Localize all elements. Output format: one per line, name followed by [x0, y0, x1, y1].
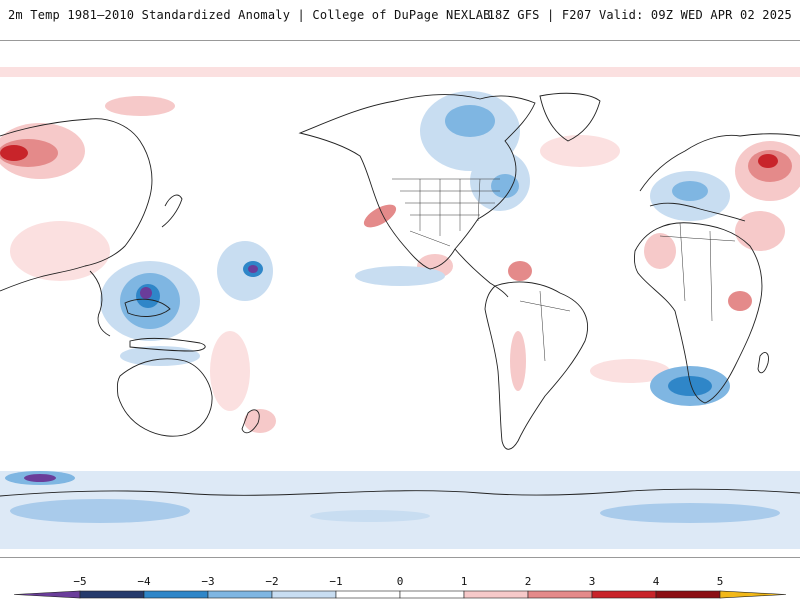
north-america-coastline — [298, 94, 536, 270]
warm-patch-south-atlantic — [590, 359, 670, 383]
madagascar-coastline — [757, 352, 769, 374]
legend-segment-6 — [463, 590, 529, 599]
legend-tick-label: 1 — [461, 575, 468, 588]
legend-segment-3 — [271, 590, 337, 599]
warm-patch-baja — [363, 204, 397, 228]
cold-patch-hudson — [445, 105, 495, 137]
south-america-borders — [519, 290, 571, 362]
legend-segment-8 — [591, 590, 657, 599]
legend-segment-1 — [143, 590, 209, 599]
legend-segment-5 — [399, 590, 465, 599]
greenland-coastline — [539, 92, 601, 142]
mediterranean-coastline — [649, 202, 746, 222]
cold-patch-antarctica-west — [10, 499, 190, 523]
australia-coastline — [116, 358, 213, 437]
legend-tick-label: −5 — [73, 575, 86, 588]
color-scale-legend: −5 −4 −3 −2 −1 0 1 2 3 4 5 — [0, 565, 800, 600]
asia-coastline — [0, 118, 153, 292]
cold-patch-antarctica-east — [600, 503, 780, 523]
legend-tick-label: −2 — [265, 575, 278, 588]
warm-patch-siberia-peak — [0, 145, 28, 161]
cold-patch-australia — [120, 346, 200, 366]
warm-patch-venezuela — [508, 261, 532, 281]
legend-tick-label: −4 — [137, 575, 151, 588]
borneo-coastline — [124, 298, 171, 317]
cold-patch-east-pacific — [355, 266, 445, 286]
legend-tick-label: 5 — [717, 575, 724, 588]
cold-anomaly-shading — [0, 91, 800, 549]
legend-tick-label: 3 — [589, 575, 596, 588]
legend-segment-7 — [527, 590, 593, 599]
indochina-coastline — [89, 270, 111, 337]
cold-patch-south-africa-core — [668, 376, 712, 396]
legend-arrow-above-max — [719, 590, 787, 599]
us-state-lines-vertical — [419, 178, 481, 236]
legend-segment-4 — [335, 590, 401, 599]
legend-tick-label: 4 — [653, 575, 660, 588]
arctic-warm-band — [0, 67, 800, 77]
warm-patch-arctic — [105, 96, 175, 116]
warm-patch-north-atlantic — [540, 135, 620, 167]
cold-patch-weddell — [310, 510, 430, 522]
warm-patch-russia-peak — [758, 154, 778, 168]
legend-tick-label: −1 — [329, 575, 342, 588]
legend-segment-9 — [655, 590, 721, 599]
warm-patch-tasman — [210, 331, 250, 411]
cold-patch-europe-core — [672, 181, 708, 201]
map-canvas — [0, 41, 800, 557]
cold-patch-northeast-us-core — [491, 174, 519, 198]
legend-tick-label: −3 — [201, 575, 214, 588]
warm-patch-andes — [510, 331, 526, 391]
legend-canvas: −5 −4 −3 −2 −1 0 1 2 3 4 5 — [13, 575, 787, 599]
legend-tick-labels: −5 −4 −3 −2 −1 0 1 2 3 4 5 — [73, 575, 723, 588]
warm-patch-west-africa — [644, 233, 676, 269]
warm-anomaly-shading — [0, 67, 800, 502]
cold-patch-ross-peak — [24, 474, 56, 482]
new-zealand-coastline — [241, 409, 260, 434]
cold-patch-west-pacific-peak — [248, 265, 258, 273]
model-run-info: 18Z GFS | F207 Valid: 09Z WED APR 02 202… — [487, 8, 792, 22]
coastlines — [0, 92, 800, 497]
anomaly-map[interactable] — [0, 40, 800, 558]
legend-tick-label: 0 — [397, 575, 404, 588]
warm-patch-east-africa — [728, 291, 752, 311]
europe-coastline — [639, 133, 800, 192]
warm-patch-middle-east — [735, 211, 785, 251]
legend-arrow-below-min — [13, 590, 81, 599]
africa-borders — [659, 222, 736, 322]
antarctica-coastline — [0, 488, 800, 497]
legend-segment-2 — [207, 590, 273, 599]
central-america-coastline — [454, 248, 509, 298]
legend-segment-0 — [79, 590, 145, 599]
south-america-coastline — [484, 281, 588, 450]
warm-patch-new-zealand — [244, 409, 276, 433]
header: 2m Temp 1981–2010 Standardized Anomaly |… — [0, 0, 800, 40]
legend-color-bar — [13, 590, 787, 599]
legend-tick-label: 2 — [525, 575, 532, 588]
cold-patch-borneo-peak — [140, 287, 152, 299]
japan-coastline — [161, 194, 183, 228]
political-borders — [392, 178, 736, 362]
indonesia-coastline — [129, 337, 206, 352]
us-mexico-border — [409, 230, 451, 247]
map-title: 2m Temp 1981–2010 Standardized Anomaly |… — [8, 8, 491, 22]
africa-coastline — [634, 222, 763, 404]
